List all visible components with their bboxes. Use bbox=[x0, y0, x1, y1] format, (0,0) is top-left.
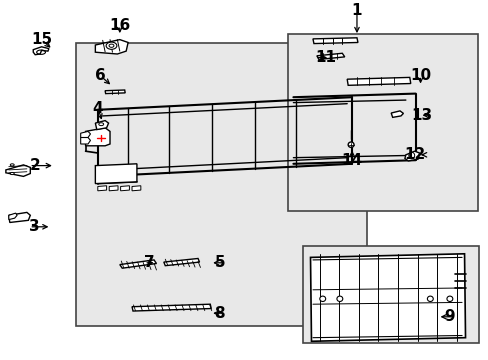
Text: 16: 16 bbox=[109, 18, 130, 33]
Ellipse shape bbox=[109, 44, 114, 48]
Text: 15: 15 bbox=[31, 32, 52, 47]
Polygon shape bbox=[6, 165, 30, 176]
Polygon shape bbox=[132, 304, 211, 311]
Text: 10: 10 bbox=[409, 68, 430, 83]
Polygon shape bbox=[163, 258, 199, 266]
Text: 5: 5 bbox=[214, 255, 224, 270]
Text: 2: 2 bbox=[29, 158, 40, 173]
Ellipse shape bbox=[319, 296, 325, 302]
Polygon shape bbox=[120, 260, 156, 268]
Polygon shape bbox=[95, 121, 108, 130]
Text: 4: 4 bbox=[92, 100, 103, 116]
Bar bbox=[287, 34, 477, 211]
Text: 14: 14 bbox=[341, 153, 362, 168]
Text: 13: 13 bbox=[411, 108, 432, 123]
Polygon shape bbox=[9, 212, 30, 222]
Polygon shape bbox=[132, 186, 141, 191]
Polygon shape bbox=[98, 186, 106, 191]
Text: 8: 8 bbox=[214, 306, 224, 321]
Ellipse shape bbox=[106, 42, 117, 49]
Polygon shape bbox=[81, 138, 90, 144]
Polygon shape bbox=[310, 254, 465, 341]
Text: 12: 12 bbox=[404, 147, 425, 162]
Bar bbox=[76, 43, 366, 326]
Ellipse shape bbox=[427, 296, 432, 302]
Text: 11: 11 bbox=[315, 50, 336, 65]
Polygon shape bbox=[346, 77, 410, 85]
Polygon shape bbox=[95, 164, 137, 184]
Polygon shape bbox=[316, 53, 344, 59]
Text: 3: 3 bbox=[29, 219, 40, 234]
Polygon shape bbox=[404, 151, 419, 161]
Polygon shape bbox=[121, 186, 129, 191]
Polygon shape bbox=[81, 131, 90, 138]
Ellipse shape bbox=[446, 296, 452, 302]
Polygon shape bbox=[33, 47, 49, 55]
Polygon shape bbox=[312, 38, 357, 44]
Polygon shape bbox=[85, 128, 110, 146]
Ellipse shape bbox=[336, 296, 342, 302]
Ellipse shape bbox=[10, 164, 14, 166]
Text: 9: 9 bbox=[443, 309, 454, 324]
Polygon shape bbox=[9, 213, 17, 220]
Bar bbox=[303, 246, 478, 343]
Polygon shape bbox=[390, 111, 403, 117]
Polygon shape bbox=[109, 186, 118, 191]
Ellipse shape bbox=[347, 142, 353, 148]
Ellipse shape bbox=[99, 123, 103, 126]
Polygon shape bbox=[95, 40, 128, 54]
Text: 7: 7 bbox=[144, 255, 155, 270]
Ellipse shape bbox=[10, 172, 14, 175]
Text: 6: 6 bbox=[95, 68, 105, 83]
Polygon shape bbox=[105, 90, 125, 94]
Text: 1: 1 bbox=[351, 3, 362, 18]
Ellipse shape bbox=[408, 152, 414, 159]
